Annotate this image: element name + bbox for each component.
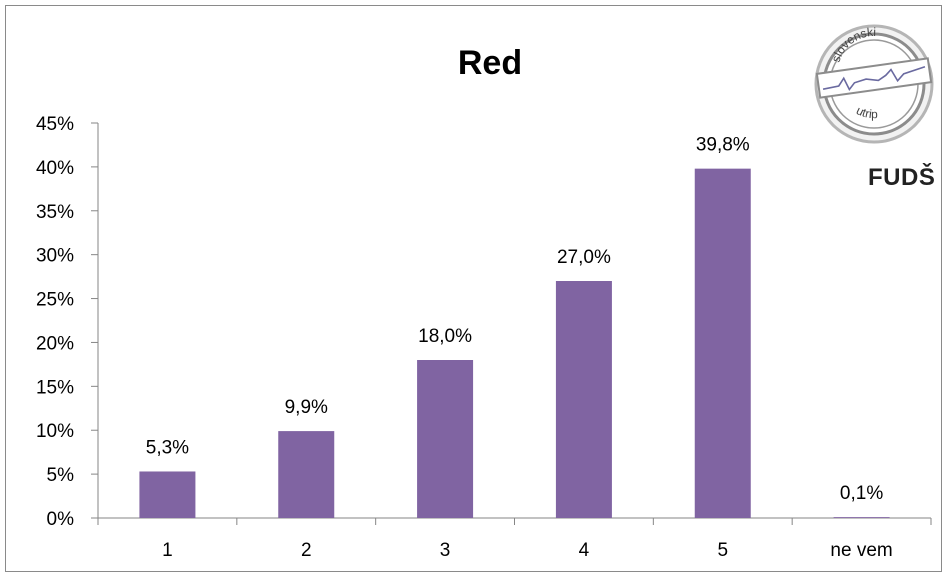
slovenski-utrip-logo: slovenski utrip [814,24,934,144]
data-label: 27,0% [557,247,611,268]
data-label: 39,8% [696,135,750,156]
y-tick-label: 25% [36,290,74,311]
data-label: 0,1% [840,483,883,504]
chart-title: Red [457,44,523,82]
x-tick-label: 2 [301,540,312,561]
bar [555,281,612,518]
bar [833,517,890,518]
y-tick-label: 20% [36,333,74,354]
y-tick-label: 35% [36,202,74,223]
x-tick-label: 1 [162,540,173,561]
data-label: 18,0% [418,326,472,347]
y-tick-label: 0% [47,509,75,530]
y-tick-label: 5% [47,465,75,486]
y-tick-label: 10% [36,421,74,442]
fuds-wordmark: FUDŠ [868,164,936,191]
seal-bottom-text: utrip [854,103,878,121]
x-tick-label: 3 [440,540,451,561]
bar [278,431,335,518]
y-tick-label: 30% [36,246,74,267]
y-tick-label: 40% [36,158,74,179]
data-label: 9,9% [285,397,328,418]
x-tick-label: ne vem [830,540,892,561]
x-tick-label: 4 [579,540,590,561]
bar [694,168,751,518]
x-tick-label: 5 [717,540,728,561]
bar [417,360,474,518]
data-label: 5,3% [146,437,189,458]
y-tick-label: 45% [36,114,74,135]
y-tick-label: 15% [36,377,74,398]
chart-frame: Red 0% 5% 10% 15% 20% 25% 30% 35% 40% 45% 5,3% 1 9,9… [5,5,942,572]
bar-chart: 0% 5% 10% 15% 20% 25% 30% 35% 40% 45% 5,3% 1 9,9% 2 18… [36,114,932,561]
bar [139,471,196,518]
